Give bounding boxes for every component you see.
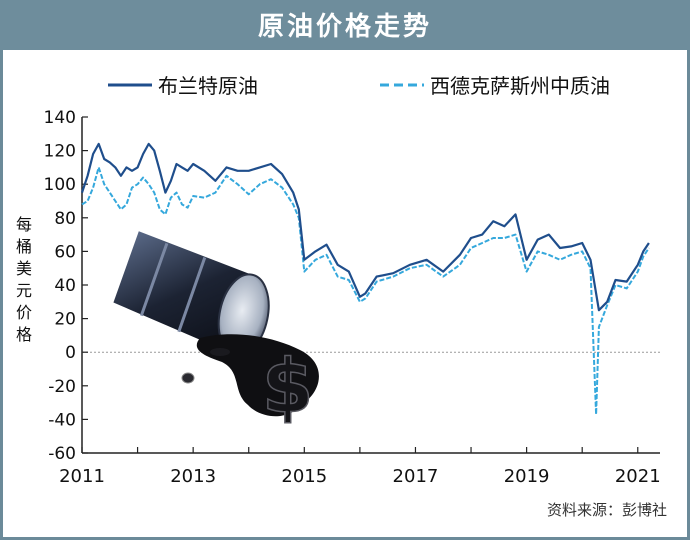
dollar-sign-icon: $ xyxy=(262,344,314,430)
y-axis-title: 每桶美元价格 xyxy=(16,215,32,344)
y-tick-label: 0 xyxy=(65,343,76,363)
legend-label-wti: 西德克萨斯州中质油 xyxy=(430,74,610,98)
barrel-rib xyxy=(139,242,169,317)
y-tick-label: 20 xyxy=(54,310,76,330)
y-tick-label: 80 xyxy=(54,209,76,229)
series-line-brent xyxy=(80,142,650,312)
y-tick-label: 40 xyxy=(54,276,76,296)
x-tick-label: 2015 xyxy=(281,466,327,487)
y-tick-label: 100 xyxy=(44,175,76,195)
source-note: 资料来源：彭博社 xyxy=(547,501,667,519)
x-tick-label: 2011 xyxy=(59,466,105,487)
y-tick-label: -40 xyxy=(48,410,76,430)
y-tick-label: -20 xyxy=(48,377,76,397)
x-tick-label: 2021 xyxy=(615,466,661,487)
series-layer xyxy=(80,142,650,416)
y-tick-label: -60 xyxy=(48,444,76,464)
y-tick-label: 120 xyxy=(44,142,76,162)
barrel-rib xyxy=(177,257,207,333)
page-title: 原油价格走势 xyxy=(257,12,432,42)
legend-label-brent: 布兰特原油 xyxy=(158,74,258,98)
oil-barrel-illustration: $ xyxy=(113,231,319,431)
y-tick-label: 60 xyxy=(54,242,76,262)
header-bar: 原油价格走势 xyxy=(0,0,690,50)
legend: 布兰特原油 西德克萨斯州中质油 xyxy=(108,74,610,98)
x-tick-label: 2013 xyxy=(170,466,216,487)
y-ticks: -60 -40 -20 0 20 40 60 80 100 120 140 xyxy=(44,108,88,464)
x-tick-label: 2019 xyxy=(504,466,550,487)
oil-drop xyxy=(181,372,195,384)
oil-drop xyxy=(210,348,230,356)
x-ticks: 2011 2013 2015 2017 2019 2021 xyxy=(59,447,661,487)
y-tick-label: 140 xyxy=(44,108,76,128)
series-line-wti xyxy=(81,166,650,416)
x-tick-label: 2017 xyxy=(393,466,439,487)
